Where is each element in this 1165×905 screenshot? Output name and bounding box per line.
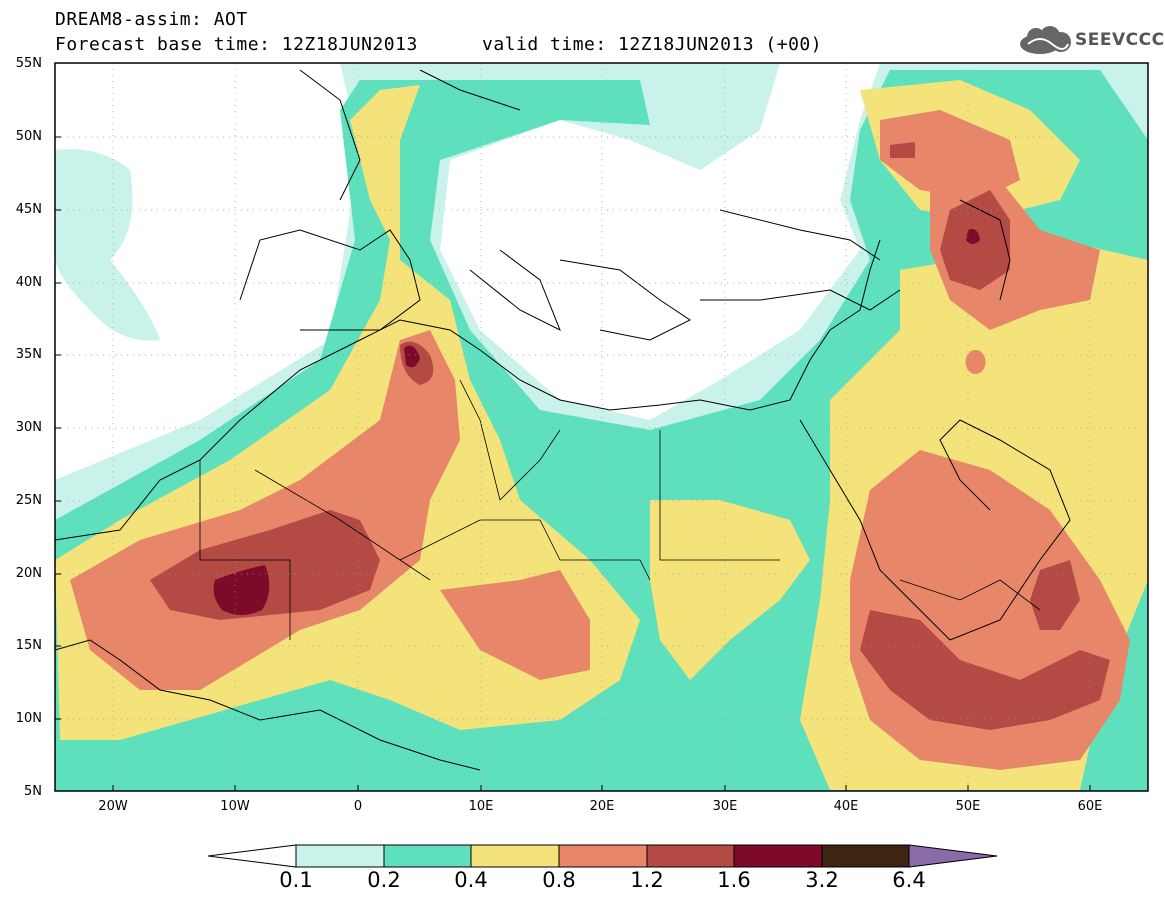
aot-band-1.6	[213, 229, 980, 615]
colorbar-segment	[821, 844, 910, 868]
lat-label: 40N	[15, 275, 42, 290]
colorbar-segment	[733, 844, 823, 868]
lat-label: 45N	[15, 202, 42, 217]
lat-label: 30N	[15, 420, 42, 435]
forecast-base-time: Forecast base time: 12Z18JUN2013	[55, 34, 418, 55]
colorbar-segment	[383, 844, 472, 868]
colorbar-segment	[295, 844, 385, 868]
lon-label: 10E	[468, 799, 494, 814]
colorbar-label: 0.8	[542, 868, 576, 892]
graticule	[55, 63, 1148, 791]
colorbar-over-arrow	[908, 844, 998, 868]
colorbar-segment	[646, 844, 735, 868]
lon-label: 60E	[1077, 799, 1103, 814]
map-title: DREAM8-assim: AOT	[55, 9, 248, 30]
colorbar-label: 6.4	[892, 868, 926, 892]
lat-label: 5N	[24, 784, 42, 799]
colorbar-under-arrow	[207, 844, 297, 868]
colorbar	[207, 844, 998, 868]
colorbar-segment	[558, 844, 648, 868]
logo-text: SEEVCCC	[1075, 30, 1165, 50]
lon-label: 50E	[955, 799, 981, 814]
lat-label: 25N	[15, 493, 42, 508]
lon-label: 20E	[589, 799, 615, 814]
lat-label: 15N	[15, 638, 42, 653]
lat-label: 20N	[15, 566, 42, 581]
colorbar-label: 0.2	[367, 868, 401, 892]
colorbar-label: 0.4	[454, 868, 488, 892]
lon-label: 0	[353, 799, 363, 814]
lat-label: 55N	[15, 56, 42, 71]
lat-label: 10N	[15, 711, 42, 726]
colorbar-label: 0.1	[279, 868, 313, 892]
colorbar-label: 1.6	[717, 868, 751, 892]
valid-time: valid time: 12Z18JUN2013 (+00)	[482, 34, 823, 55]
lon-label: 40E	[833, 799, 859, 814]
lon-label: 30E	[712, 799, 738, 814]
country-borders	[199, 379, 1041, 640]
cloud-icon	[1020, 26, 1071, 54]
colorbar-label: 1.2	[630, 868, 664, 892]
colorbar-label: 3.2	[805, 868, 839, 892]
lon-label: 10W	[220, 799, 250, 814]
axis-ticks	[55, 136, 1091, 791]
lat-label: 35N	[15, 347, 42, 362]
lon-label: 20W	[98, 799, 128, 814]
lat-label: 50N	[15, 129, 42, 144]
colorbar-segment	[470, 844, 560, 868]
